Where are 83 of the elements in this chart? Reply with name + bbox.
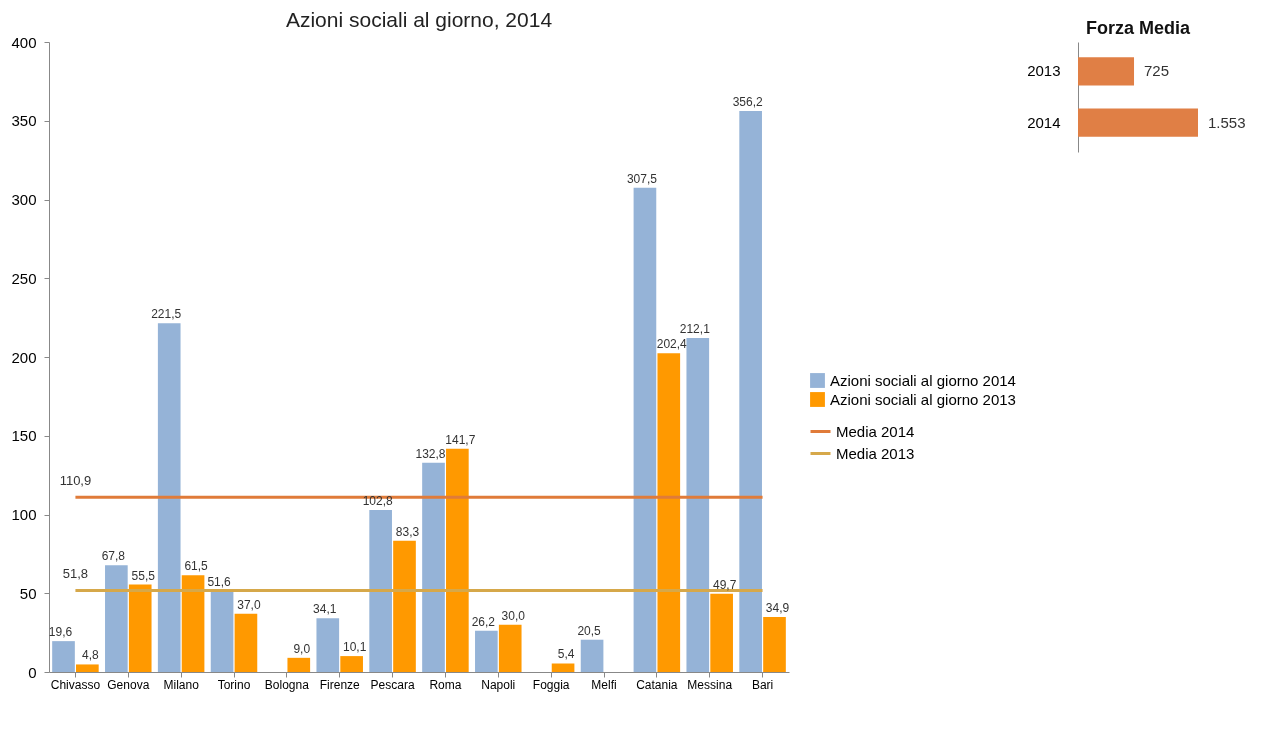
data-label: 26,2 <box>471 614 496 629</box>
x-tick-label: Chivasso <box>50 677 101 692</box>
chart-title: Forza Media <box>1085 18 1191 38</box>
data-label: 34,1 <box>313 602 337 617</box>
y-tick-label: 300 <box>11 191 37 208</box>
data-label: 49,7 <box>712 577 737 592</box>
bar <box>105 565 128 672</box>
x-tick-label: Pescara <box>370 677 415 692</box>
bar <box>657 353 681 672</box>
y-tick-label: 350 <box>11 112 37 130</box>
bar <box>633 187 657 672</box>
legend-label: Azioni sociali al giorno 2013 <box>830 390 1016 408</box>
x-tick-label: Firenze <box>319 677 361 692</box>
x-tick-label: Napoli <box>481 677 516 692</box>
data-label: 221,5 <box>151 307 182 322</box>
data-label: 34,9 <box>765 601 790 616</box>
data-label: 51,8 <box>62 566 89 582</box>
data-label: 10,1 <box>342 640 367 655</box>
data-label: 141,7 <box>445 432 476 447</box>
data-label: 202,4 <box>656 337 688 352</box>
y-tick-label: 200 <box>11 348 37 366</box>
x-tick-label: Melfi <box>591 677 617 692</box>
legend-label: Azioni sociali al giorno 2014 <box>830 371 1016 389</box>
data-label: 55,5 <box>131 568 156 583</box>
y-tick-label: 150 <box>11 427 37 445</box>
bar <box>369 510 392 672</box>
data-label: 9,0 <box>293 641 311 656</box>
x-tick-label: Catania <box>636 677 678 692</box>
bar <box>128 584 152 672</box>
data-label: 30,0 <box>501 608 526 623</box>
bar <box>551 663 575 672</box>
data-label: 132,8 <box>415 446 446 461</box>
bar <box>181 575 205 672</box>
bar <box>340 656 363 672</box>
bar <box>287 657 311 672</box>
data-label: 307,5 <box>626 171 658 186</box>
x-tick-label: Torino <box>217 677 251 692</box>
x-tick-label: Messina <box>687 677 733 692</box>
x-tick-label: Foggia <box>532 677 570 692</box>
data-label: 5,4 <box>557 647 575 662</box>
x-tick-label: Milano <box>163 677 200 692</box>
bar <box>422 462 445 672</box>
data-label: 37,0 <box>237 597 261 612</box>
y-tick-label: 50 <box>19 584 37 602</box>
y-tick-label: 100 <box>11 506 37 523</box>
legend-label: Media 2014 <box>836 422 915 440</box>
bar <box>393 540 416 672</box>
y-tick-label: 2014 <box>1027 113 1061 131</box>
y-tick-label: 2013 <box>1027 62 1061 80</box>
data-label: 61,5 <box>184 559 209 574</box>
y-tick-label: 400 <box>11 33 37 51</box>
bar <box>739 110 762 672</box>
data-label: 83,3 <box>395 524 420 539</box>
legend-label: Media 2013 <box>836 444 915 462</box>
bar <box>763 617 786 672</box>
bar <box>498 624 522 672</box>
bar <box>157 323 181 672</box>
bar <box>234 613 258 672</box>
bar <box>710 593 733 672</box>
x-tick-label: Genova <box>107 677 150 692</box>
chart-title: Azioni sociali al giorno, 2014 <box>285 8 553 31</box>
bar <box>446 448 469 672</box>
y-tick-label: 250 <box>11 269 37 287</box>
bar <box>686 337 710 672</box>
bar <box>76 664 99 672</box>
data-label: 110,9 <box>59 473 92 489</box>
bar <box>52 641 75 672</box>
data-label: 725 <box>1144 62 1170 80</box>
data-label: 4,8 <box>82 648 100 663</box>
bar <box>210 590 234 672</box>
bar <box>316 618 340 672</box>
bar <box>475 630 498 672</box>
y-tick-label: 0 <box>28 663 37 681</box>
x-tick-label: Bologna <box>264 677 310 692</box>
data-label: 67,8 <box>101 549 126 564</box>
bar <box>580 639 604 672</box>
data-label: 356,2 <box>732 94 763 109</box>
data-label: 51,6 <box>207 574 232 589</box>
x-tick-label: Bari <box>751 677 774 692</box>
data-label: 20,5 <box>577 623 602 638</box>
data-label: 212,1 <box>679 321 711 336</box>
x-tick-label: Roma <box>429 677 462 692</box>
data-label: 1.553 <box>1208 113 1246 131</box>
